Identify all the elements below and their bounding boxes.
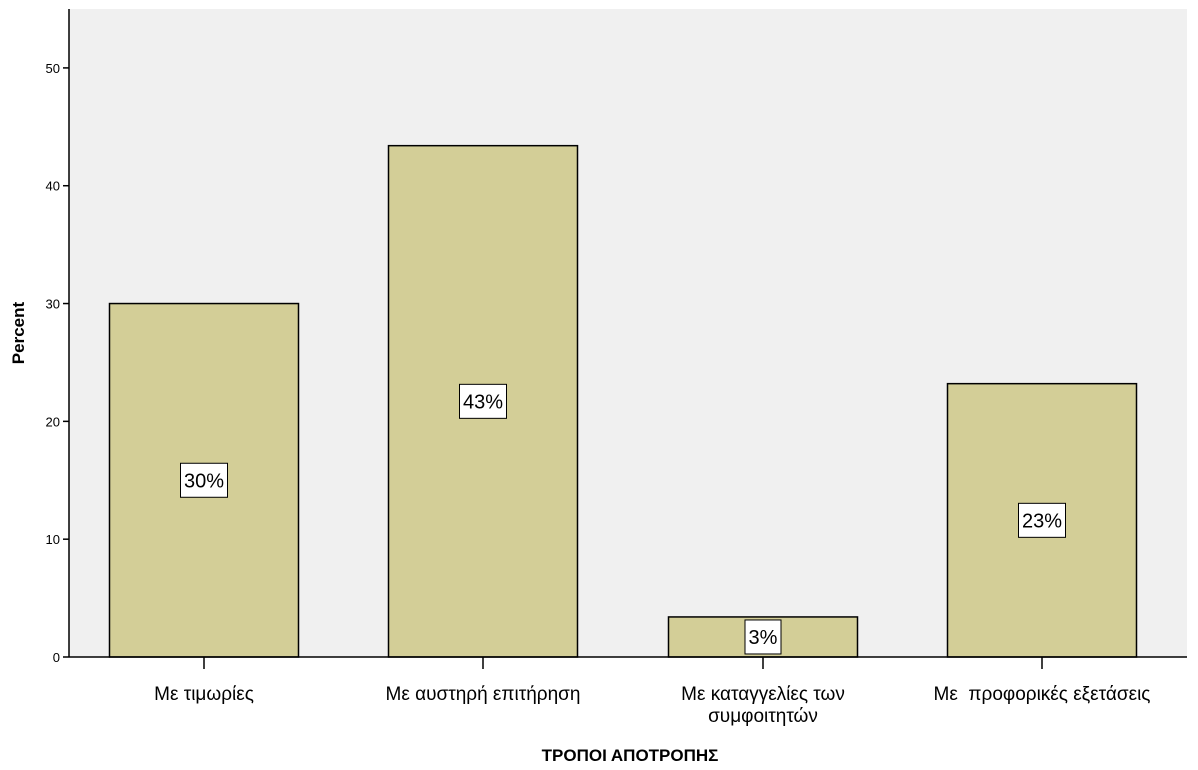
- data-label-box-0: [180, 462, 228, 498]
- y-axis-title: Percent: [9, 301, 28, 364]
- y-tick-label-5: 50: [46, 61, 60, 76]
- x-axis-title: ΤΡΟΠΟΙ ΑΠΟΤΡΟΠΗΣ: [542, 746, 719, 765]
- y-tick-label-4: 40: [46, 179, 60, 194]
- data-label-1: 43%: [463, 391, 503, 413]
- x-tick-label-1: Με αυστηρή επιτήρηση: [386, 684, 581, 705]
- x-tick-label-2-line-0: Με καταγγελίες των: [681, 684, 845, 705]
- y-tick-label-0: 0: [53, 650, 60, 665]
- x-tick-label-2-line-1: συμφοιτητών: [708, 706, 818, 727]
- data-label-3: 23%: [1022, 510, 1062, 532]
- data-labels-layer: 30% 43% 3% 23%: [180, 383, 1066, 655]
- data-label-2: 3%: [749, 627, 778, 649]
- data-label-box-3: [1018, 502, 1066, 538]
- data-label-box-2: [744, 619, 782, 655]
- x-tick-label-3: Με προφορικές εξετάσεις: [934, 684, 1151, 705]
- y-tick-label-2: 20: [46, 414, 60, 429]
- x-tick-label-0: Με τιμωρίες: [154, 684, 254, 705]
- axes-layer: 0 10 20 30 40 50 Με τιμωρίες Με αυστηρή επιτήρη…: [46, 9, 1187, 727]
- y-tick-label-1: 10: [46, 532, 60, 547]
- data-label-box-1: [459, 383, 507, 419]
- y-tick-label-3: 30: [46, 297, 60, 312]
- data-label-0: 30%: [184, 470, 224, 492]
